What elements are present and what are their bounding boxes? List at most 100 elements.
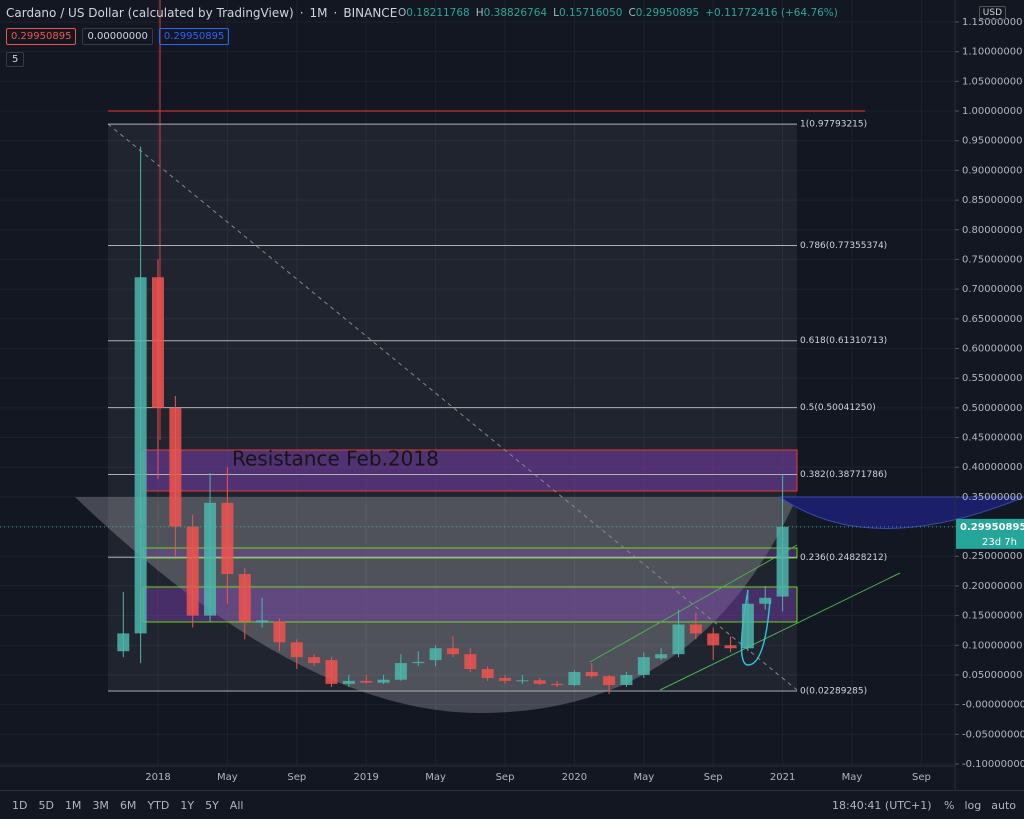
y-tick-label: 0.60000000 xyxy=(962,343,1022,354)
ohlc-values: O 0.18211768 H 0.38826764 L 0.15716050 C 0.2995… xyxy=(398,7,838,19)
y-tick-label: 0.85000000 xyxy=(962,195,1022,206)
candle-body xyxy=(308,657,321,664)
axes: 1.15000000 1.10000000 1.05000000 1.00000000… xyxy=(0,17,1024,783)
candle-body xyxy=(637,657,650,675)
y-tick-label: 1.15000000 xyxy=(962,17,1022,28)
resistance-box xyxy=(142,449,798,492)
ohlc-key: H xyxy=(475,7,484,19)
annotation: Resistance Feb.2018 xyxy=(232,447,439,471)
candle-body xyxy=(551,683,564,686)
candle-body xyxy=(360,680,373,683)
y-tick-label: -0.10000000 xyxy=(962,759,1024,770)
x-tick-label: May xyxy=(217,772,238,783)
y-tick-label: 0.75000000 xyxy=(962,254,1022,265)
buy-price[interactable]: 0.29950895 xyxy=(158,28,230,45)
y-tick-label: 0.20000000 xyxy=(962,581,1022,592)
y-tick-label: 0.45000000 xyxy=(962,433,1022,444)
trend-line xyxy=(589,544,798,663)
candles xyxy=(117,146,789,694)
candle-body xyxy=(603,676,616,686)
range-button[interactable]: 5Y xyxy=(205,799,219,812)
candle-body xyxy=(689,624,702,634)
fib-levels: 1(0.97793215) 0.786(0.77355374) 0.618(0.61… xyxy=(108,120,887,697)
fib-label: 0.236(0.24828212) xyxy=(800,553,887,563)
spread: 0.00000000 xyxy=(82,28,153,45)
y-tick-label: -0.00000000 xyxy=(962,700,1024,711)
candle-body xyxy=(256,620,269,623)
x-tick-label: 2019 xyxy=(353,772,378,783)
y-tick-label: 0.40000000 xyxy=(962,462,1022,473)
scale-options: % log auto xyxy=(944,799,1016,812)
symbol-title[interactable]: Cardano / US Dollar (calculated by Tradi… xyxy=(6,6,294,20)
ohlc-value: 0.38826764 xyxy=(483,7,548,19)
x-tick-label: May xyxy=(633,772,654,783)
candle-body xyxy=(273,621,286,643)
countdown: 23d 7h xyxy=(982,537,1017,548)
y-tick-label: -0.05000000 xyxy=(962,729,1024,740)
range-button[interactable]: 3M xyxy=(92,799,109,812)
candle-body xyxy=(169,407,182,527)
y-tick-label: 0.35000000 xyxy=(962,492,1022,503)
range-button[interactable]: 1Y xyxy=(180,799,195,812)
candle-body xyxy=(204,502,217,616)
y-tick-label: 1.05000000 xyxy=(962,76,1022,87)
scale-option[interactable]: % xyxy=(944,799,955,812)
candle-body xyxy=(776,526,789,597)
x-tick-label: 2020 xyxy=(562,772,587,783)
scale-option[interactable]: auto xyxy=(991,799,1016,812)
indicator-toggle[interactable]: 5 xyxy=(6,52,25,67)
candle-body xyxy=(672,624,685,655)
fib-label: 0.618(0.61310713) xyxy=(800,336,887,346)
y-tick-label: 0.15000000 xyxy=(962,611,1022,622)
range-button[interactable]: All xyxy=(229,799,244,812)
sell-price[interactable]: 0.29950895 xyxy=(6,28,77,45)
candle-body xyxy=(481,669,494,678)
y-tick-label: 1.00000000 xyxy=(962,106,1022,117)
x-tick-label: Sep xyxy=(287,772,306,783)
ohlc-key: C xyxy=(628,7,636,19)
last-price-label: 0.29950895 xyxy=(960,522,1024,533)
change: +0.11772416 (+64.76%) xyxy=(705,7,838,19)
candle-body xyxy=(655,654,668,659)
candle-body xyxy=(290,642,303,658)
candle-body xyxy=(568,671,581,686)
x-tick-label: 2018 xyxy=(145,772,170,783)
range-button[interactable]: 6M xyxy=(119,799,137,812)
ohlc-value: 0.29950895 xyxy=(635,7,700,19)
candle-body xyxy=(429,648,442,661)
candle-body xyxy=(186,526,199,616)
range-button[interactable]: 1M xyxy=(64,799,82,812)
range-button[interactable]: YTD xyxy=(147,799,170,812)
candle-body xyxy=(221,502,234,575)
y-tick-label: 0.25000000 xyxy=(962,551,1022,562)
exchange: BINANCE xyxy=(343,6,398,20)
bottom-toolbar: 1D 5D 1M 3M 6M YTD 1Y 5Y All 18:40:41 (UTC+1) % l… xyxy=(0,790,1024,819)
support-box xyxy=(142,586,798,623)
y-tick-label: 0.65000000 xyxy=(962,314,1022,325)
clock: 18:40:41 (UTC+1) xyxy=(832,799,932,812)
handle-drawing xyxy=(778,496,1024,529)
ohlc-value: 0.15716050 xyxy=(558,7,623,19)
last-price-box xyxy=(956,518,1024,549)
x-tick-label: Sep xyxy=(912,772,931,783)
chart: 1(0.97793215) 0.786(0.77355374) 0.618(0.61… xyxy=(0,0,1024,790)
fib-label: 0.382(0.38771786) xyxy=(800,470,887,480)
range-buttons: 1D 5D 1M 3M 6M YTD 1Y 5Y All xyxy=(12,799,243,812)
ohlc-key: O xyxy=(398,7,407,19)
scale-option[interactable]: log xyxy=(964,799,982,812)
range-button[interactable]: 5D xyxy=(38,799,54,812)
fib-label: 0.786(0.77355374) xyxy=(800,241,887,251)
candle-body xyxy=(759,597,772,604)
candle-body xyxy=(620,674,633,686)
currency-button[interactable]: USD xyxy=(978,6,1006,20)
candle-body xyxy=(238,574,251,622)
interval[interactable]: 1M xyxy=(309,6,328,20)
range-button[interactable]: 1D xyxy=(12,799,28,812)
x-tick-label: Sep xyxy=(496,772,515,783)
ohlc-value: 0.18211768 xyxy=(406,7,470,19)
y-tick-label: 0.05000000 xyxy=(962,670,1022,681)
y-tick-label: 0.50000000 xyxy=(962,403,1022,414)
price-boxes: 0.29950895 0.00000000 0.29950895 xyxy=(6,28,230,45)
candle-body xyxy=(325,660,338,684)
